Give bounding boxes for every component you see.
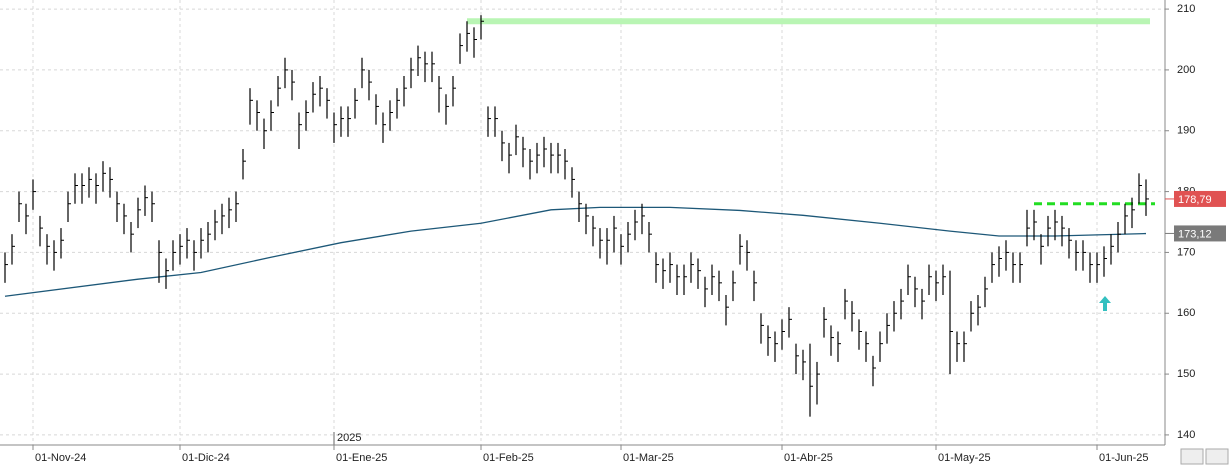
price-label-box <box>1174 225 1226 242</box>
button[interactable] <box>1205 448 1229 465</box>
x-tick-label: 01-Feb-25 <box>483 452 534 464</box>
y-tick-label: 190 <box>1177 125 1195 137</box>
y-tick-label: 150 <box>1177 368 1195 380</box>
y-tick-label: 210 <box>1177 3 1195 15</box>
x-tick-label: 01-Mar-25 <box>623 452 674 464</box>
labels: 14015016017018019020021001-Nov-2401-Dic-… <box>35 3 1226 464</box>
button[interactable] <box>1180 448 1204 465</box>
x-tick-label: 01-Ene-25 <box>336 452 387 464</box>
year-label: 2025 <box>337 432 361 444</box>
y-tick-label: 200 <box>1177 64 1195 76</box>
x-tick-label: 01-Dic-24 <box>182 452 230 464</box>
price-label: 178,79 <box>1178 194 1212 206</box>
signal-arrow <box>1099 296 1111 311</box>
x-tick-label: 01-May-25 <box>938 452 991 464</box>
y-tick-label: 170 <box>1177 246 1195 258</box>
moving-average <box>4 206 1147 297</box>
y-tick-label: 140 <box>1177 429 1195 441</box>
grid <box>0 0 1169 450</box>
price-label-box <box>1174 190 1226 207</box>
marks <box>4 15 1155 417</box>
x-tick-label: 01-Nov-24 <box>35 452 86 464</box>
price-label: 173,12 <box>1178 228 1212 240</box>
y-tick-label: 160 <box>1177 307 1195 319</box>
x-tick-label: 01-Abr-25 <box>784 452 833 464</box>
x-tick-label: 01-Jun-25 <box>1099 452 1149 464</box>
